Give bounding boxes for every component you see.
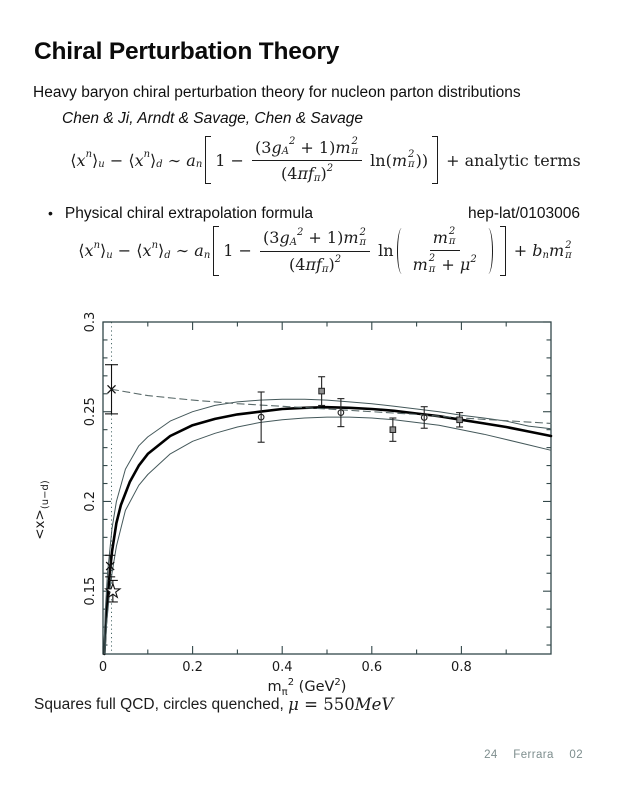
footer-year: 02: [569, 749, 583, 761]
svg-text:0.4: 0.4: [272, 660, 293, 675]
svg-text:0.6: 0.6: [361, 660, 382, 675]
svg-text:0.3: 0.3: [83, 312, 98, 333]
subtitle: Heavy baryon chiral perturbation theory …: [33, 84, 521, 101]
figure-caption-text: Squares full QCD, circles quenched, μ = …: [34, 695, 394, 714]
svg-text:0.15: 0.15: [83, 577, 98, 606]
figure-caption: Squares full QCD, circles quenched, μ = …: [34, 695, 393, 714]
footer-venue: Ferrara: [513, 749, 554, 761]
svg-text:0.8: 0.8: [451, 660, 472, 675]
extrapolation-plot: 0 0.2 0.4 0.6 0.8 0.15 0.2 0.25 0.3 mπ2 (GeV2) <x>…: [32, 312, 553, 698]
svg-text:mπ2 (GeV2): mπ2 (GeV2): [268, 677, 347, 698]
footer: 24 Ferrara 02: [472, 749, 583, 761]
svg-text:<x>(u−d): <x>(u−d): [32, 480, 51, 540]
authors-line: Chen & Ji, Arndt & Savage, Chen & Savage: [62, 110, 363, 127]
svg-text:0.2: 0.2: [182, 660, 203, 675]
bullet-row: • Physical chiral extrapolation formula …: [48, 205, 580, 223]
svg-text:0.25: 0.25: [83, 397, 98, 426]
svg-text:0: 0: [99, 660, 107, 675]
bullet-icon: •: [48, 205, 53, 221]
page-title: Chiral Perturbation Theory: [34, 38, 340, 65]
arxiv-reference: hep-lat/0103006: [467, 205, 580, 222]
svg-text:0.2: 0.2: [83, 491, 98, 512]
bullet-text: Physical chiral extrapolation formula: [64, 205, 314, 222]
page-number: 24: [484, 749, 498, 761]
